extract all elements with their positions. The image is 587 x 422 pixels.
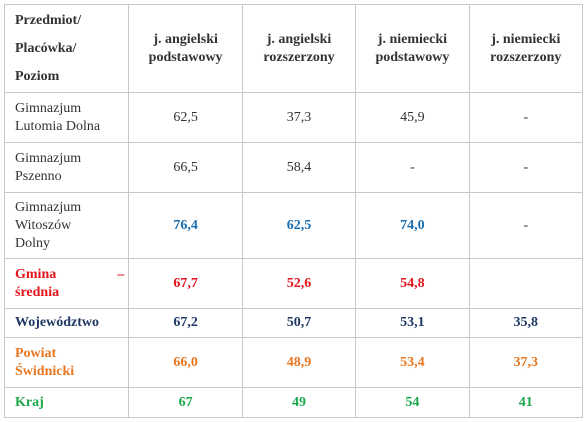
value-cell: 58,4 [241,142,357,193]
row-label-gmina: Gmina – średnia [3,258,130,309]
row-label-line: Dolny [15,235,50,251]
header-col-angielski-rozszerzony: j. angielski rozszerzony [241,4,357,93]
header-col-line: j. angielski [266,31,332,47]
header-col-angielski-podstawowy: j. angielski podstawowy [128,4,243,93]
row-label-powiat: Powiat Świdnicki [3,337,130,388]
header-label-line: Przedmiot/ [15,12,82,28]
value-cell: 62,5 [241,192,357,259]
row-label-part: – [117,266,125,282]
header-label-line: Poziom [15,68,60,84]
value-cell: 52,6 [241,258,357,309]
table-row: Gmina – średnia 67,7 52,6 54,8 [3,258,584,309]
header-label-cell: Przedmiot/ Placówka/ Poziom [3,4,130,93]
header-col-line: j. niemiecki [377,31,447,47]
header-col-line: rozszerzony [490,49,562,65]
value-cell: - [468,92,584,143]
row-label-line: średnia [15,284,60,300]
row-label-line: Gimnazjum [15,199,82,215]
row-label-lutomia: Gimnazjum Lutomia Dolna [3,92,130,143]
row-label-line: Gmina – [15,266,128,284]
value-cell: 62,5 [128,92,243,143]
value-cell: 37,3 [468,337,584,388]
row-label-line: Gimnazjum [15,150,82,166]
value-cell: 37,3 [241,92,357,143]
value-cell: 66,5 [128,142,243,193]
row-label-line: Świdnicki [15,363,75,379]
header-col-line: podstawowy [148,49,223,65]
table-row: Powiat Świdnicki 66,0 48,9 53,4 37,3 [3,337,584,388]
header-col-line: rozszerzony [263,49,335,65]
value-cell: 67,2 [128,308,243,338]
row-label-line: Lutomia Dolna [15,118,101,134]
value-cell: 41 [468,387,584,418]
value-cell: 49 [241,387,357,418]
value-cell: 45,9 [355,92,470,143]
table-row: Gimnazjum Witoszów Dolny 76,4 62,5 74,0 … [3,192,584,259]
value-cell: - [468,192,584,259]
value-cell: - [355,142,470,193]
value-cell: 53,1 [355,308,470,338]
row-label-witoszow: Gimnazjum Witoszów Dolny [3,192,130,259]
table-row: Gimnazjum Lutomia Dolna 62,5 37,3 45,9 - [3,92,584,143]
row-label-line: Powiat [15,345,57,361]
table-row: Gimnazjum Pszenno 66,5 58,4 - - [3,142,584,193]
value-cell: 54,8 [355,258,470,309]
table-row: Województwo 67,2 50,7 53,1 35,8 [3,308,584,338]
header-col-line: j. angielski [153,31,218,47]
value-cell: 50,7 [241,308,357,338]
header-label-line: Placówka/ [15,40,77,56]
value-cell: 74,0 [355,192,470,259]
value-cell: 66,0 [128,337,243,388]
value-cell: 53,4 [355,337,470,388]
table-row: Kraj 67 49 54 41 [3,387,584,418]
results-table: Przedmiot/ Placówka/ Poziom j. angielski… [3,4,584,418]
value-cell: 76,4 [128,192,243,259]
value-cell: 67 [128,387,243,418]
row-label-line: Gimnazjum [15,100,82,116]
row-label-kraj: Kraj [3,387,130,418]
value-cell: 48,9 [241,337,357,388]
header-col-niemiecki-rozszerzony: j. niemiecki rozszerzony [468,4,584,93]
row-label-line: Pszenno [15,168,62,184]
header-col-line: podstawowy [375,49,450,65]
header-col-line: j. niemiecki [491,31,561,47]
row-label-wojewodztwo: Województwo [3,308,130,338]
row-label-line: Witoszów [15,217,72,233]
row-label-part: Gmina [15,266,57,282]
value-cell: - [468,142,584,193]
header-row: Przedmiot/ Placówka/ Poziom j. angielski… [3,4,584,93]
value-cell: 35,8 [468,308,584,338]
value-cell: 67,7 [128,258,243,309]
row-label-pszenno: Gimnazjum Pszenno [3,142,130,193]
value-cell: 54 [355,387,470,418]
header-col-niemiecki-podstawowy: j. niemiecki podstawowy [355,4,470,93]
value-cell [468,258,584,309]
